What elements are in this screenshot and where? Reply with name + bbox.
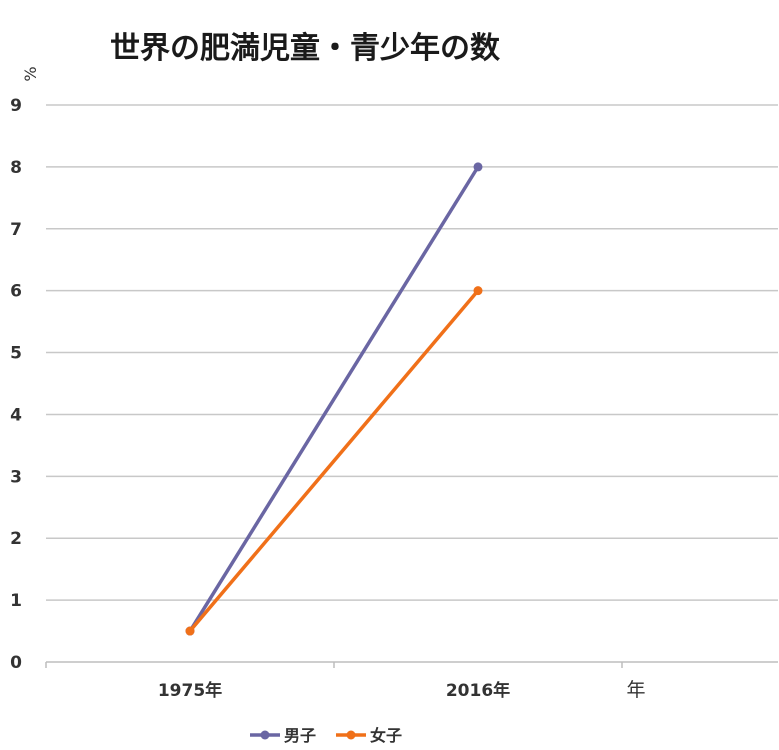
- gridlines: [46, 104, 778, 601]
- legend-marker: [260, 730, 270, 740]
- y-tick-label: 4: [10, 405, 22, 425]
- series-line: [188, 289, 480, 633]
- data-point: [473, 286, 483, 296]
- data-point: [185, 626, 195, 636]
- legend: 男子 女子: [250, 726, 402, 745]
- legend-label: 女子: [370, 726, 402, 745]
- y-tick-label: 6: [10, 282, 22, 302]
- legend-label: 男子: [284, 726, 316, 745]
- x-axis: 1975年 2016年: [45, 661, 778, 701]
- y-tick-label: 5: [10, 344, 22, 364]
- series-line: [188, 165, 480, 632]
- x-tick-label: 2016年: [446, 680, 510, 701]
- y-tick-label: 0: [10, 653, 22, 673]
- y-axis-unit-label: %: [21, 66, 40, 81]
- y-tick-label: 1: [10, 591, 22, 611]
- y-tick-label: 3: [10, 467, 22, 487]
- x-tick-label: 1975年: [158, 680, 222, 701]
- x-axis-unit-label: 年: [626, 679, 645, 701]
- y-tick-label: 2: [10, 529, 22, 549]
- y-tick-label: 8: [10, 158, 22, 178]
- y-tick-label: 7: [10, 220, 22, 240]
- legend-marker: [346, 730, 356, 740]
- data-point: [473, 162, 483, 172]
- series-group: [185, 162, 483, 636]
- chart-title: 世界の肥満児童・青少年の数: [110, 31, 501, 66]
- y-tick-labels: 0 1 2 3 4 5 6 7 8 9: [10, 96, 22, 673]
- y-tick-label: 9: [10, 96, 22, 116]
